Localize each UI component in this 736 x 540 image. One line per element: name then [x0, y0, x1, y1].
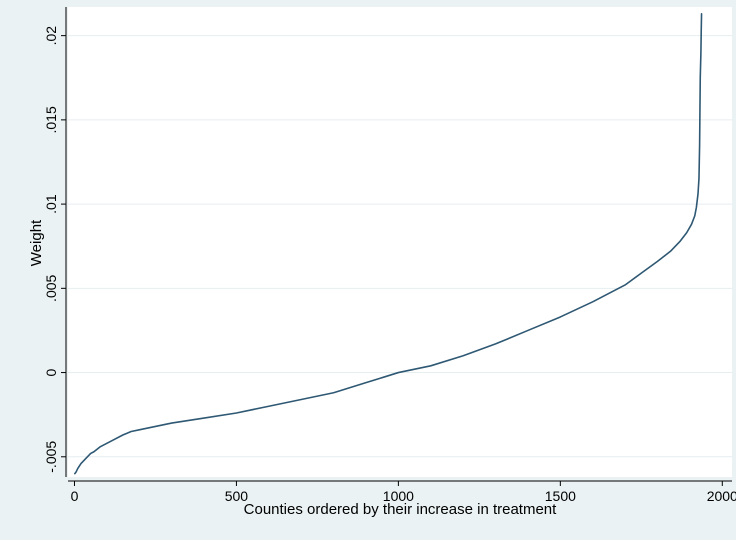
y-tick-label: .02	[43, 26, 59, 46]
y-tick-label: -.005	[43, 441, 59, 473]
x-tick-label: 2000	[707, 488, 736, 504]
plot-area	[68, 7, 732, 477]
x-tick-label: 0	[71, 488, 79, 504]
y-axis-title: Weight	[28, 219, 45, 266]
y-tick-label: .015	[43, 106, 59, 133]
x-axis-title: Counties ordered by their increase in tr…	[244, 501, 557, 518]
y-tick-label: .005	[43, 274, 59, 301]
y-tick-label: .01	[43, 194, 59, 214]
y-tick-label: 0	[43, 368, 59, 376]
